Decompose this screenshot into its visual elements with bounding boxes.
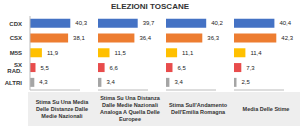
svg-text:ALTRI: ALTRI bbox=[5, 80, 23, 86]
svg-text:40,3: 40,3 bbox=[75, 20, 87, 26]
svg-text:40,2: 40,2 bbox=[211, 20, 223, 26]
svg-text:40,4: 40,4 bbox=[279, 20, 291, 26]
svg-text:2,5: 2,5 bbox=[242, 79, 251, 85]
svg-text:38,1: 38,1 bbox=[73, 35, 85, 41]
svg-text:36,3: 36,3 bbox=[207, 35, 219, 41]
html-text:Media Delle Stime: Media Delle Stime bbox=[242, 105, 290, 112]
svg-text:3,4: 3,4 bbox=[106, 79, 115, 85]
html-text:Stima Su Una Media Delle Dista: Stima Su Una Media Delle Distanze Dalle … bbox=[35, 98, 89, 119]
svg-text:CDX: CDX bbox=[9, 21, 22, 27]
svg-text:SXRAD.: SXRAD. bbox=[7, 62, 22, 74]
html-text:Stima Sull'Andamento Dell'Emil: Stima Sull'Andamento Dell'Emilia Romagna bbox=[168, 102, 228, 115]
svg-text:5,5: 5,5 bbox=[41, 65, 50, 71]
svg-text:4,3: 4,3 bbox=[39, 79, 48, 85]
html-text:ELEZIONI TOSCANE: ELEZIONI TOSCANE bbox=[111, 2, 189, 11]
svg-text:3,4: 3,4 bbox=[174, 79, 183, 85]
svg-text:42,3: 42,3 bbox=[281, 35, 293, 41]
svg-text:11,5: 11,5 bbox=[115, 50, 127, 56]
svg-text:36,4: 36,4 bbox=[139, 35, 151, 41]
svg-text:CSX: CSX bbox=[10, 35, 22, 41]
svg-text:7,3: 7,3 bbox=[246, 65, 255, 71]
html-text:Stima Su Una Distanza Dalle Me: Stima Su Una Distanza Dalle Medie Nazion… bbox=[100, 95, 160, 122]
svg-text:39,7: 39,7 bbox=[143, 20, 155, 26]
svg-text:6,6: 6,6 bbox=[110, 65, 119, 71]
svg-text:11,1: 11,1 bbox=[182, 50, 194, 56]
svg-text:11,4: 11,4 bbox=[250, 50, 262, 56]
svg-text:6,5: 6,5 bbox=[178, 65, 187, 71]
svg-text:M5S: M5S bbox=[10, 50, 22, 56]
svg-text:11,9: 11,9 bbox=[47, 50, 59, 56]
